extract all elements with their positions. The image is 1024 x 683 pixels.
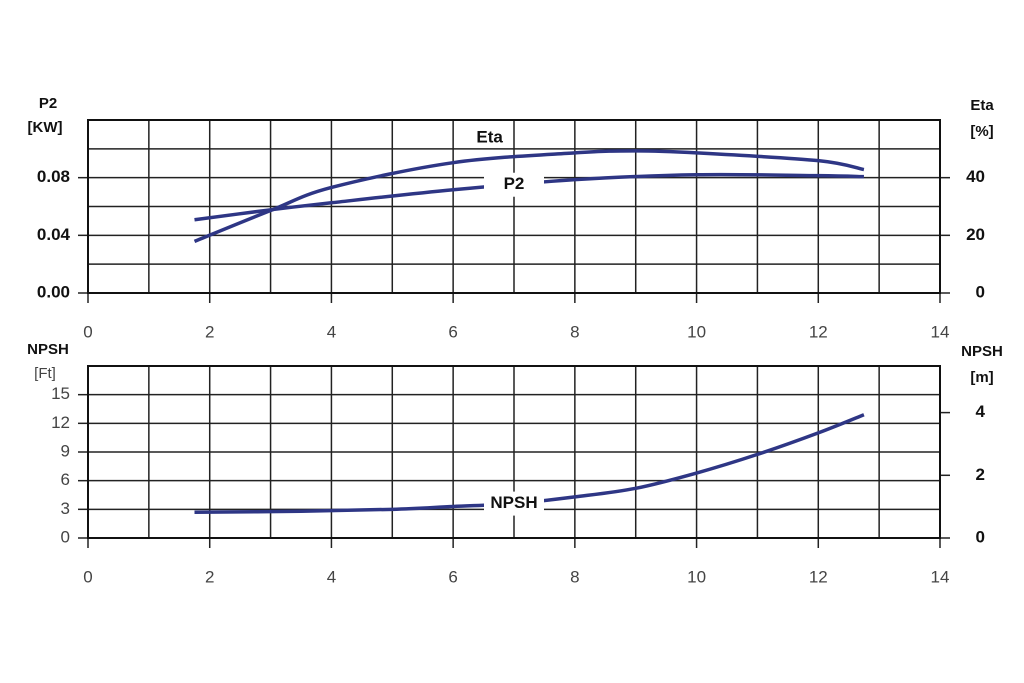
- y-tick-label: 0.08: [37, 167, 70, 186]
- x-tick-label: 12: [809, 567, 828, 586]
- x-tick-label: 10: [687, 567, 706, 586]
- y2-axis-unit: [m]: [970, 369, 993, 386]
- y-tick-label: 12: [51, 413, 70, 432]
- x-tick-label: 4: [327, 322, 336, 341]
- y2-axis-label: NPSH: [961, 343, 1003, 360]
- y-tick-label: 6: [61, 470, 70, 489]
- x-tick-label: 2: [205, 567, 214, 586]
- plot-frame: [87, 119, 941, 294]
- y2-tick-label: 4: [976, 402, 986, 421]
- x-tick-label: 14: [931, 567, 950, 586]
- x-tick-label: 4: [327, 567, 336, 586]
- plot-frame: [87, 365, 941, 539]
- x-tick-label: 0: [83, 322, 92, 341]
- x-tick-label: 12: [809, 322, 828, 341]
- y2-tick-label: 20: [966, 225, 985, 244]
- y-tick-label: 3: [61, 499, 70, 518]
- y2-tick-label: 0: [976, 527, 985, 546]
- x-tick-label: 2: [205, 322, 214, 341]
- y-tick-label: 0: [61, 527, 70, 546]
- series-line: [193, 149, 865, 244]
- series-label-bg: [484, 491, 544, 516]
- y2-tick-label: 40: [966, 167, 985, 186]
- y-tick-label: 0.04: [37, 225, 71, 244]
- y-axis-label: P2: [39, 95, 57, 112]
- y2-tick-label: 2: [976, 465, 985, 484]
- series-label: NPSH: [490, 493, 537, 512]
- y-axis-unit: [Ft]: [34, 365, 56, 382]
- x-tick-label: 8: [570, 322, 579, 341]
- series-label-bg: [484, 172, 544, 197]
- y-tick-label: 15: [51, 384, 70, 403]
- x-tick-label: 10: [687, 322, 706, 341]
- y-tick-label: 0.00: [37, 282, 70, 301]
- x-tick-label: 6: [448, 322, 457, 341]
- series-line: [194, 413, 865, 514]
- x-tick-label: 0: [83, 567, 92, 586]
- y-tick-label: 9: [61, 441, 70, 460]
- x-tick-label: 6: [448, 567, 457, 586]
- x-tick-label: 14: [931, 322, 950, 341]
- y-axis-unit: [KW]: [28, 119, 63, 136]
- y2-axis-unit: [%]: [970, 123, 993, 140]
- y2-axis-label: Eta: [970, 97, 994, 114]
- series-label: P2: [504, 174, 525, 193]
- y-axis-label: NPSH: [27, 341, 69, 358]
- series-label: Eta: [476, 127, 503, 146]
- x-tick-label: 8: [570, 567, 579, 586]
- y2-tick-label: 0: [976, 282, 985, 301]
